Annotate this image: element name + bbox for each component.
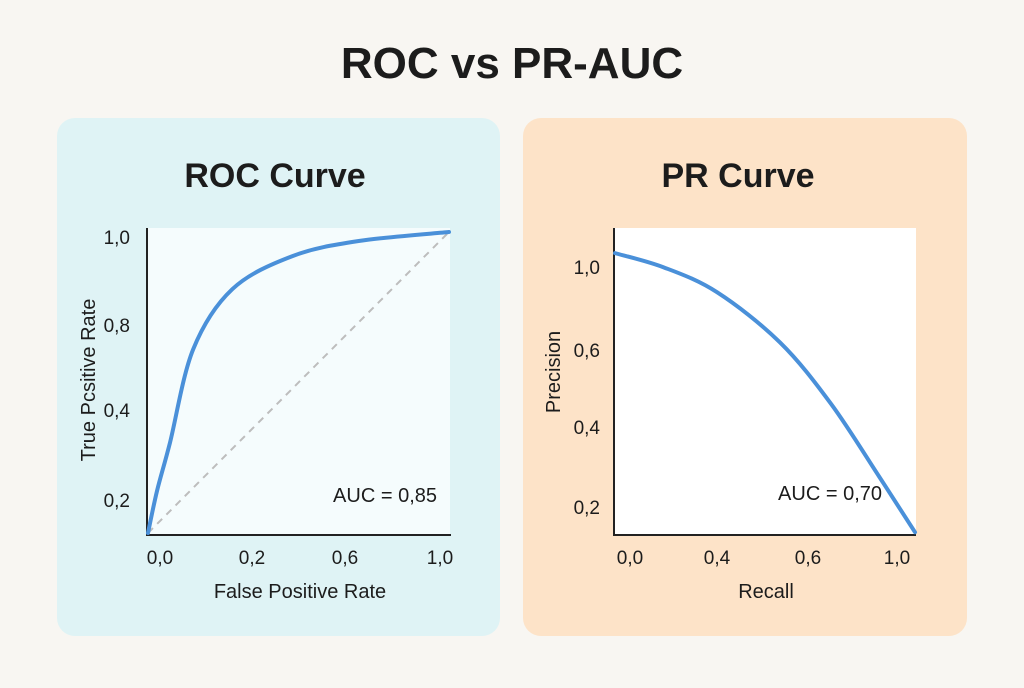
roc-x-tick-label: 1,0 xyxy=(427,548,453,569)
roc-title: ROC Curve xyxy=(184,157,365,195)
pr-auc-label: AUC = 0,70 xyxy=(778,483,882,505)
pr-x-tick-label: 1,0 xyxy=(884,548,910,569)
roc-panel: ROC Curve 0,0 0,2 0,6 1,0 1,0 0,8 0,4 0,2 False… xyxy=(57,118,500,636)
roc-x-tick-label: 0,0 xyxy=(147,548,173,569)
roc-ylabel: True Pcsitive Rate xyxy=(78,299,100,462)
pr-xlabel: Recall xyxy=(738,581,794,603)
roc-x-tick-label: 0,2 xyxy=(239,548,265,569)
roc-series-roc xyxy=(146,230,451,535)
roc-y-tick-label: 0,2 xyxy=(104,491,130,512)
pr-plot-area xyxy=(614,228,916,535)
pr-series-pr xyxy=(613,251,917,535)
roc-y-tick-label: 0,8 xyxy=(104,316,130,337)
pr-ylabel: Precision xyxy=(543,331,565,413)
roc-xlabel: False Positive Rate xyxy=(214,581,386,603)
pr-y-tick-label: 0,6 xyxy=(574,341,600,362)
roc-y-tick-label: 0,4 xyxy=(104,401,131,422)
roc-x-tick-label: 0,6 xyxy=(332,548,358,569)
pr-panel: PR Curve 0,0 0,4 0,6 1,0 1,0 0,6 0,4 0,2 Recall… xyxy=(523,118,967,636)
pr-y-tick-label: 1,0 xyxy=(574,258,600,279)
pr-x-tick-label: 0,0 xyxy=(617,548,643,569)
pr-x-tick-label: 0,4 xyxy=(704,548,731,569)
pr-y-tick-label: 0,2 xyxy=(574,498,600,519)
roc-auc-label: AUC = 0,85 xyxy=(333,485,437,507)
roc-series-random xyxy=(147,231,450,534)
main-title: ROC vs PR-AUC xyxy=(341,39,683,88)
pr-title: PR Curve xyxy=(661,157,814,195)
pr-y-tick-label: 0,4 xyxy=(574,418,601,439)
roc-y-tick-label: 1,0 xyxy=(104,228,130,249)
pr-x-tick-label: 0,6 xyxy=(795,548,821,569)
